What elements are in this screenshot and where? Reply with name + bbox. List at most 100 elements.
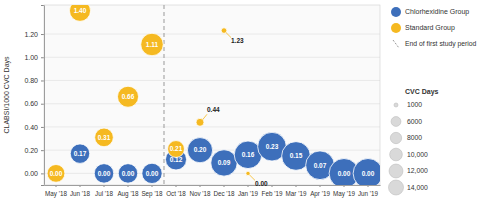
data-label: 1.11 xyxy=(146,41,159,48)
grid-line xyxy=(44,103,380,104)
bubble xyxy=(353,159,380,185)
y-tick-mark xyxy=(41,34,44,35)
data-label: 1.23 xyxy=(231,37,244,44)
plot-background xyxy=(44,5,380,185)
x-tick-label: May '18 xyxy=(45,190,67,198)
grid-line xyxy=(44,126,380,127)
x-tick-label: Jun '18 xyxy=(70,190,91,197)
x-tick: Nov '18 xyxy=(189,185,211,197)
x-tick-label: Dec '18 xyxy=(213,190,235,197)
y-tick: 0.60 xyxy=(24,100,44,107)
size-legend-bubble xyxy=(390,132,401,143)
legend-label: Chlorhexidine Group xyxy=(405,8,469,16)
x-tick-label: Feb '19 xyxy=(262,190,283,197)
bubble xyxy=(196,118,204,126)
reference-line xyxy=(164,5,165,185)
y-tick-label: 1.00 xyxy=(24,54,38,61)
y-tick: 0.80 xyxy=(24,77,44,84)
data-label: 0.44 xyxy=(207,106,220,113)
legend-swatch xyxy=(391,7,401,17)
y-tick: 0.40 xyxy=(24,124,44,131)
chart-container: 0.000.200.400.600.801.001.20May '18Jun '… xyxy=(0,0,500,202)
bubble xyxy=(94,164,113,183)
x-tick: Oct '18 xyxy=(166,185,186,197)
data-label: 0.00 xyxy=(50,170,63,177)
x-tick: Feb '19 xyxy=(262,185,283,197)
size-legend-bubble xyxy=(390,148,403,161)
x-tick-label: Apr '19 xyxy=(310,190,330,198)
size-legend-bubble xyxy=(391,117,401,127)
size-legend-label: 6000 xyxy=(407,118,422,125)
size-legend-label: 10,000 xyxy=(407,151,428,158)
legend-label: End of first study period xyxy=(405,40,477,48)
bubble xyxy=(47,164,65,182)
data-labels: 0.170.000.000.000.120.200.090.160.230.15… xyxy=(50,7,375,187)
bubble xyxy=(95,128,114,147)
x-tick: Sep '18 xyxy=(141,185,163,198)
y-tick-mark xyxy=(41,150,44,151)
y-tick-mark xyxy=(41,80,44,81)
x-tick-label: Aug '18 xyxy=(117,190,139,198)
y-tick-label: 0.20 xyxy=(24,147,38,154)
legend: Chlorhexidine Group Standard Group End of … xyxy=(389,7,477,195)
bubble xyxy=(117,86,138,107)
bubble xyxy=(69,5,90,21)
x-tick: Apr '19 xyxy=(310,185,330,198)
x-tick-label: Mar '19 xyxy=(286,190,307,197)
bubble xyxy=(141,33,163,55)
x-tick-label: Jan '19 xyxy=(238,190,259,197)
y-tick-label: 0.60 xyxy=(24,100,38,107)
y-tick-mark xyxy=(41,57,44,58)
size-legend-bubble xyxy=(389,164,403,178)
x-tick: Aug '18 xyxy=(117,185,139,198)
data-label: 0.66 xyxy=(122,93,135,100)
grid xyxy=(44,34,380,173)
series-1 xyxy=(47,5,250,182)
data-label: 0.15 xyxy=(290,152,303,159)
size-legend-bubble xyxy=(394,103,398,107)
x-tick: Jun '18 xyxy=(70,185,91,197)
x-axis: May '18Jun '18 Jul '18Aug '18Sep '18Oct '… xyxy=(45,185,381,198)
bubble xyxy=(211,150,237,176)
bubble xyxy=(70,144,89,163)
size-legend-title: CVC Days xyxy=(405,88,439,96)
y-tick: 0.20 xyxy=(24,147,44,154)
y-tick: 1.00 xyxy=(24,54,44,61)
data-label: 0.20 xyxy=(194,146,207,153)
data-label: 0.00 xyxy=(338,170,351,177)
y-tick-mark xyxy=(41,127,44,128)
data-label: 0.16 xyxy=(242,151,255,158)
x-tick: May '19 xyxy=(333,185,355,198)
data-label: 0.07 xyxy=(314,162,327,169)
data-label: 0.00 xyxy=(146,170,159,177)
size-legend-label: 14,000 xyxy=(407,184,428,191)
legend-label: Standard Group xyxy=(405,24,455,32)
data-label: 0.00 xyxy=(122,170,135,177)
data-label: 0.00 xyxy=(98,170,111,177)
data-label: 0.31 xyxy=(98,134,111,141)
x-tick-label: May '19 xyxy=(333,190,355,198)
data-label: 0.23 xyxy=(266,143,279,150)
plot-frame xyxy=(44,5,380,185)
bubble xyxy=(118,164,137,183)
bubble xyxy=(187,138,212,163)
y-tick-label: 0.40 xyxy=(24,124,38,131)
grid-line xyxy=(44,80,380,81)
bubble xyxy=(142,163,162,183)
series-0 xyxy=(70,132,380,185)
y-tick-mark xyxy=(41,173,44,174)
y-tick-label: 1.20 xyxy=(24,31,38,38)
data-label: 0.00 xyxy=(362,170,375,177)
x-tick-label: Sep '18 xyxy=(141,190,163,198)
x-tick: Dec '18 xyxy=(213,185,235,197)
x-tick-label: Jun '19 xyxy=(358,190,379,197)
size-legend-bubble xyxy=(389,180,404,195)
x-tick: Jul '18 xyxy=(95,185,114,197)
y-tick-label: 0.00 xyxy=(24,170,38,177)
data-label: 0.12 xyxy=(170,156,183,163)
y-tick-label: 0.80 xyxy=(24,77,38,84)
y-tick: 1.20 xyxy=(24,31,44,38)
data-label: 1.40 xyxy=(74,7,87,14)
x-tick: Jun '19 xyxy=(358,185,379,197)
x-tick-label: Jul '18 xyxy=(95,190,114,197)
